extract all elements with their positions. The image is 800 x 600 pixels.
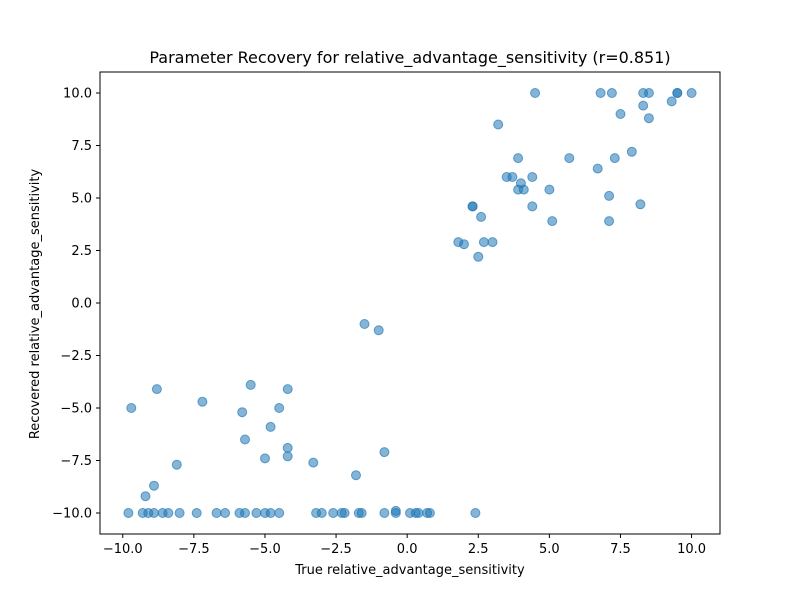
x-tick-label: −2.5 — [320, 542, 352, 557]
data-point — [547, 216, 558, 227]
data-point — [544, 184, 555, 195]
data-point — [609, 153, 620, 164]
data-point — [643, 88, 654, 98]
data-point — [686, 88, 697, 98]
data-point — [240, 434, 250, 445]
y-tick-label: 2.5 — [71, 244, 92, 259]
x-tick-label: −10.0 — [103, 542, 143, 557]
data-point — [171, 459, 182, 470]
data-point — [478, 237, 489, 248]
y-tick-label: −7.5 — [60, 454, 92, 469]
data-point — [316, 508, 327, 518]
data-point — [359, 319, 370, 329]
x-tick-label: 5.0 — [539, 542, 560, 557]
data-point — [260, 453, 270, 464]
data-point — [328, 508, 339, 518]
data-point — [527, 172, 538, 182]
data-point — [635, 199, 646, 210]
data-point — [390, 505, 401, 516]
data-point — [459, 239, 469, 250]
data-point — [265, 508, 276, 518]
y-tick-label: −5.0 — [60, 402, 92, 417]
data-point — [220, 508, 231, 518]
data-point — [126, 403, 137, 413]
data-point — [595, 88, 606, 98]
data-point — [163, 508, 174, 518]
data-point — [245, 379, 256, 390]
data-point — [592, 163, 603, 174]
data-point — [527, 201, 538, 212]
data-point — [211, 508, 222, 518]
y-tick-label: −10.0 — [52, 507, 92, 522]
data-point — [507, 172, 518, 182]
data-point — [351, 470, 361, 481]
y-tick-label: −2.5 — [60, 349, 92, 364]
data-point — [615, 109, 626, 119]
data-point — [282, 451, 293, 462]
data-point — [356, 508, 367, 518]
data-point — [530, 88, 541, 98]
x-tick-label: 2.5 — [468, 542, 489, 557]
data-point — [487, 237, 498, 248]
data-point — [604, 190, 615, 201]
data-point — [240, 508, 250, 518]
data-point — [513, 153, 524, 164]
plot-frame — [99, 71, 721, 535]
data-point — [339, 508, 350, 518]
data-point — [282, 442, 293, 453]
data-point — [174, 508, 185, 518]
data-point — [123, 508, 134, 518]
x-tick-label: −5.0 — [249, 542, 281, 557]
data-point — [643, 113, 654, 124]
x-axis: −10.0 −7.5 −5.0 −2.5 0.0 2.5 5.0 7.5 10.0 — [103, 534, 706, 557]
data-point — [140, 491, 151, 502]
x-tick-label: 10.0 — [677, 542, 706, 557]
y-tick-label: 7.5 — [71, 139, 92, 154]
x-tick-label: −7.5 — [178, 542, 210, 557]
x-tick-label: 7.5 — [610, 542, 631, 557]
data-point — [413, 508, 424, 518]
data-point — [373, 325, 384, 336]
data-point — [473, 251, 484, 262]
data-point — [379, 508, 390, 518]
data-point — [265, 421, 276, 432]
plot-area — [99, 71, 721, 535]
data-point — [379, 447, 390, 458]
data-point — [308, 457, 319, 468]
data-point — [672, 88, 683, 98]
points-layer — [123, 88, 697, 518]
data-point — [237, 407, 248, 418]
data-point — [282, 384, 293, 395]
data-point — [493, 119, 504, 130]
data-point — [638, 100, 649, 111]
y-axis-label: Recovered relative_advantage_sensitivity — [28, 169, 43, 440]
y-tick-label: 5.0 — [71, 192, 92, 207]
data-point — [149, 508, 159, 518]
data-point — [274, 403, 285, 413]
data-point — [470, 508, 481, 518]
data-point — [476, 211, 487, 222]
data-point — [467, 201, 478, 212]
data-point — [604, 216, 615, 227]
data-point — [251, 508, 262, 518]
data-point — [149, 480, 159, 491]
x-tick-label: 0.0 — [397, 542, 418, 557]
data-point — [564, 153, 575, 164]
data-point — [191, 508, 202, 518]
data-point — [518, 184, 529, 195]
data-point — [197, 396, 208, 407]
x-axis-label: True relative_advantage_sensitivity — [294, 563, 525, 578]
y-tick-label: 0.0 — [71, 297, 92, 312]
y-tick-label: 10.0 — [63, 87, 92, 102]
data-point — [424, 508, 435, 518]
data-point — [666, 96, 677, 107]
data-point — [626, 146, 637, 157]
data-point — [151, 384, 162, 395]
data-point — [606, 88, 617, 98]
data-point — [274, 508, 285, 518]
y-axis: 10.0 7.5 5.0 2.5 0.0 −2.5 −5.0 −7.5 −10.0 — [52, 87, 100, 522]
chart-title: Parameter Recovery for relative_advantag… — [149, 48, 670, 68]
